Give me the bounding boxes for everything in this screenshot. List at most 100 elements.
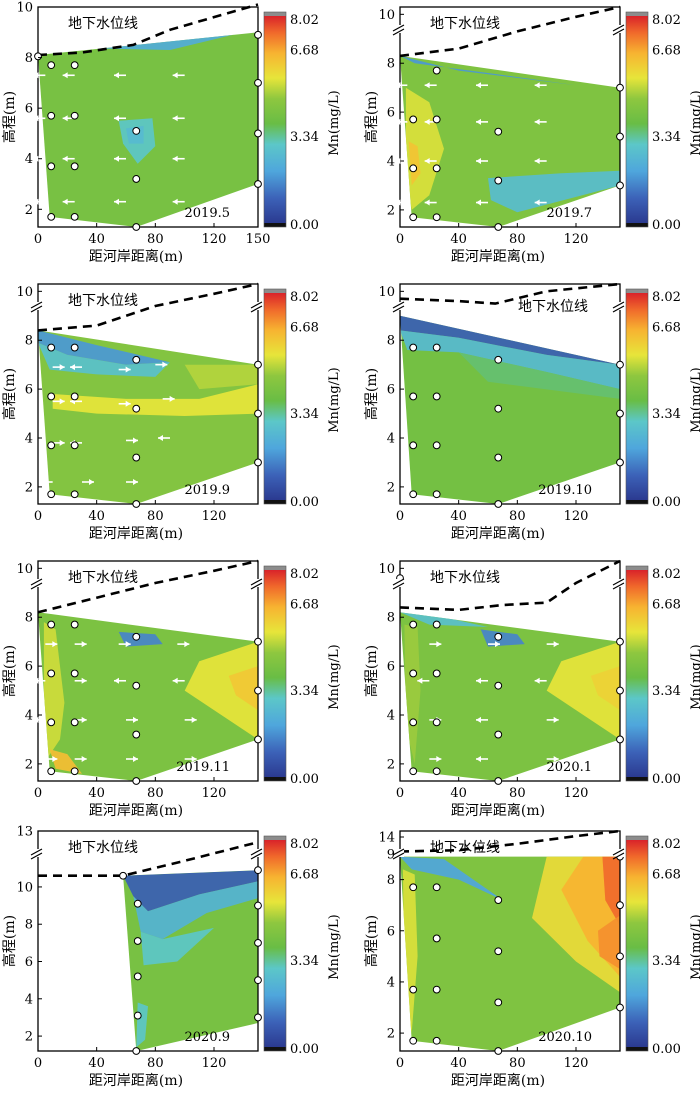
colorbar-tick-label: 6.68 xyxy=(290,321,319,336)
x-tick-label: 40 xyxy=(450,232,467,247)
axis-break-mark xyxy=(392,301,405,313)
concentration-zone xyxy=(123,870,258,912)
x-tick-label: 80 xyxy=(147,232,164,247)
plot-frame xyxy=(399,560,621,782)
y-tick-label: 2 xyxy=(387,757,395,772)
well-point xyxy=(616,83,624,92)
x-tick-label: 80 xyxy=(509,1056,526,1071)
x-tick-label: 80 xyxy=(509,509,526,524)
date-label: 2019.7 xyxy=(547,206,593,221)
well-point xyxy=(254,458,262,467)
well-point xyxy=(254,686,262,695)
y-tick-label: 10 xyxy=(378,562,395,577)
y-tick-label: 10 xyxy=(16,1,33,16)
flow-arrow-head xyxy=(424,158,430,164)
concentration-zone xyxy=(52,384,258,416)
flow-arrow-head xyxy=(436,641,442,648)
flow-arrow-head xyxy=(169,395,175,402)
y-tick-label: 2 xyxy=(25,480,33,495)
flow-arrow-head xyxy=(33,716,39,723)
well-point xyxy=(132,223,141,231)
y-tick-label: 6 xyxy=(25,102,33,117)
well-point xyxy=(494,777,503,785)
axis-break-mark xyxy=(30,301,43,313)
well-point xyxy=(494,127,503,136)
colorbar-tick-label: 6.68 xyxy=(652,44,681,59)
water-table-line xyxy=(37,282,259,332)
y-tick-label: 4 xyxy=(25,432,33,447)
axis-break-gap xyxy=(616,25,624,33)
flow-arrow-head xyxy=(424,118,430,125)
date-label: 2019.11 xyxy=(176,760,230,775)
flow-arrow-head xyxy=(59,439,65,446)
colorbar-tick-label: 8.02 xyxy=(652,567,681,582)
well-point xyxy=(432,343,441,352)
x-tick-label: 120 xyxy=(564,786,589,801)
well-point xyxy=(70,392,79,401)
y-tick-label: 14 xyxy=(378,831,395,846)
y-tick-label: 4 xyxy=(387,975,395,990)
flow-arrow-head xyxy=(162,361,168,368)
flow-arrow-head xyxy=(476,199,481,206)
flow-arrow-head xyxy=(395,199,401,206)
x-axis-title: 距河岸距离(m) xyxy=(451,248,545,265)
flow-arrow-head xyxy=(191,716,197,723)
colorbar-cap xyxy=(264,1047,286,1051)
y-tick-label: 8 xyxy=(387,334,395,349)
axis-break-mark xyxy=(612,24,625,36)
x-tick-label: 0 xyxy=(34,786,42,801)
flow-arrow-head xyxy=(40,479,46,485)
well-point xyxy=(494,1047,503,1055)
well-point xyxy=(409,115,418,124)
y-tick-label: 4 xyxy=(387,432,395,447)
well-point xyxy=(409,620,418,629)
x-axis-title: 距河岸距离(m) xyxy=(89,525,183,542)
concentration-zone xyxy=(400,330,620,390)
colorbar xyxy=(264,570,286,777)
well-point xyxy=(132,730,141,739)
x-tick-label: 0 xyxy=(396,509,404,524)
colorbar-tick-label: 3.34 xyxy=(290,130,319,145)
colorbar-frame xyxy=(625,288,649,505)
x-tick-label: 120 xyxy=(564,509,589,524)
x-axis-title: 距河岸距离(m) xyxy=(89,802,183,819)
y-tick-label: 4 xyxy=(387,155,395,170)
axis-break-gap xyxy=(34,579,42,587)
colorbar-frame xyxy=(625,565,649,782)
flow-arrow-head xyxy=(172,115,178,122)
water-table-label: 地下水位线 xyxy=(68,16,138,32)
y-tick-label: 4 xyxy=(25,992,33,1007)
axis-break-mark xyxy=(250,848,263,860)
concentration-zone xyxy=(480,629,525,647)
well-point xyxy=(254,180,262,188)
well-point xyxy=(616,132,624,141)
flow-arrow-head xyxy=(395,82,401,89)
zones xyxy=(400,856,620,1034)
concentration-zone xyxy=(140,927,214,966)
concentration-zone xyxy=(408,141,421,186)
well-point xyxy=(47,162,56,171)
axis-break-mark xyxy=(250,578,263,590)
y-tick-label: 13 xyxy=(16,825,33,840)
x-tick-label: 80 xyxy=(509,232,526,247)
plot-frame xyxy=(399,830,621,1052)
y-tick-label: 6 xyxy=(387,383,395,398)
flow-arrow-head xyxy=(436,756,442,762)
well-point xyxy=(70,767,79,776)
well-point xyxy=(409,441,418,450)
x-tick-label: 40 xyxy=(450,786,467,801)
y-tick-label: 8 xyxy=(387,873,395,888)
well-point xyxy=(432,934,441,943)
colorbar-tick-label: 3.34 xyxy=(652,130,681,145)
flow-arrow-head xyxy=(81,716,87,723)
water-table-line xyxy=(399,282,621,305)
flow-arrow-head xyxy=(62,155,68,162)
well-point xyxy=(494,500,503,508)
colorbar xyxy=(626,16,648,223)
x-tick-label: 0 xyxy=(396,232,404,247)
concentration-zone xyxy=(228,666,258,711)
well-point xyxy=(616,458,624,467)
well-point xyxy=(616,901,624,910)
well-point xyxy=(432,1036,441,1045)
